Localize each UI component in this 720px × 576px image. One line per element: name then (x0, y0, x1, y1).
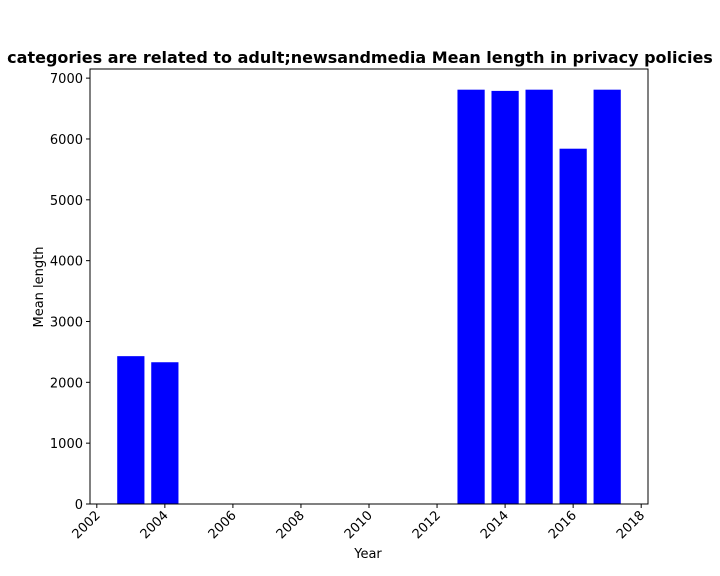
y-tick-label: 4000 (50, 255, 83, 270)
bar-2017 (593, 89, 621, 505)
bar-2016 (559, 148, 587, 505)
y-tick-label: 3000 (50, 315, 83, 330)
x-tick-label: 2006 (206, 508, 240, 542)
x-tick-label: 2010 (342, 508, 376, 542)
x-tick-label: 2002 (70, 508, 104, 542)
y-tick-label: 0 (75, 498, 83, 513)
bar-2003 (117, 356, 145, 504)
y-tick-label: 5000 (50, 194, 83, 209)
y-axis-ticks: 0 1000 2000 3000 4000 5000 6000 7000 (50, 72, 90, 513)
x-tick-label: 2012 (410, 508, 444, 542)
bar-2004 (151, 362, 179, 504)
y-axis-label: Mean length (32, 247, 47, 328)
x-tick-label: 2014 (478, 508, 512, 542)
y-tick-label: 6000 (50, 133, 83, 148)
y-tick-label: 2000 (50, 376, 83, 391)
bar-2015 (525, 89, 553, 505)
bar-2014 (491, 90, 519, 504)
x-tick-label: 2008 (274, 508, 308, 542)
x-axis-label: Year (353, 547, 382, 562)
bar-2013 (457, 89, 485, 505)
y-tick-label: 7000 (50, 72, 83, 87)
bars-group (117, 89, 621, 505)
x-axis-ticks: 2002 2004 2006 2008 2010 2012 2014 2016 2018 (70, 504, 648, 542)
x-tick-label: 2004 (138, 508, 172, 542)
x-tick-label: 2016 (546, 508, 580, 542)
chart-title: categories are related to adult;newsandm… (7, 48, 713, 67)
y-tick-label: 1000 (50, 437, 83, 452)
x-tick-label: 2018 (614, 508, 648, 542)
